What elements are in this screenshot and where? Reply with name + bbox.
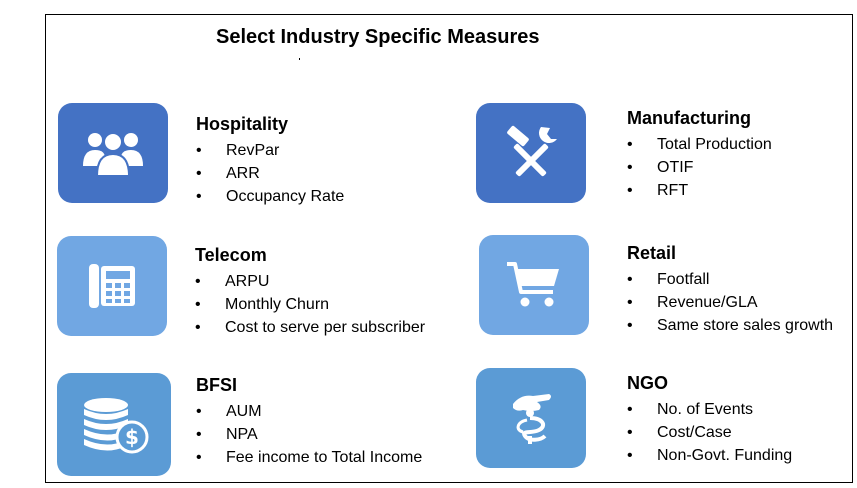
measure-item: Footfall: [627, 268, 833, 291]
bfsi-tile: $: [57, 373, 171, 476]
section-heading: Telecom: [195, 245, 267, 265]
measure-item: RevPar: [196, 139, 344, 162]
measure-item: OTIF: [627, 156, 772, 179]
ngo-tile: [476, 368, 586, 468]
hand-donation-icon: [513, 394, 551, 444]
measure-item: RFT: [627, 179, 772, 202]
hospitality-section: Hospitality RevPar ARR Occupancy Rate: [196, 113, 344, 208]
section-heading: Retail: [627, 243, 677, 263]
content-frame: [45, 14, 853, 483]
retail-section: Retail Footfall Revenue/GLA Same store s…: [627, 242, 833, 337]
measure-item: Same store sales growth: [627, 314, 833, 337]
decorative-tick: [299, 58, 300, 60]
measure-item: AUM: [196, 400, 422, 423]
measure-item: Cost/Case: [627, 421, 792, 444]
bfsi-section: BFSI AUM NPA Fee income to Total Income: [196, 374, 422, 469]
svg-text:$: $: [125, 425, 139, 449]
measure-item: Monthly Churn: [195, 293, 425, 316]
ngo-section: NGO No. of Events Cost/Case Non-Govt. Fu…: [627, 372, 792, 467]
manufacturing-section: Manufacturing Total Production OTIF RFT: [627, 107, 772, 202]
section-heading: Hospitality: [196, 114, 289, 134]
measure-item: ARPU: [195, 270, 425, 293]
measure-item: No. of Events: [627, 398, 792, 421]
manufacturing-tile: [476, 103, 586, 203]
shopping-cart-icon: [507, 262, 559, 307]
measure-item: Fee income to Total Income: [196, 446, 422, 469]
section-heading: BFSI: [196, 375, 238, 395]
page-title: Select Industry Specific Measures: [216, 26, 540, 48]
measure-item: Cost to serve per subscriber: [195, 316, 425, 339]
measure-item: Non-Govt. Funding: [627, 444, 792, 467]
hammer-wrench-icon: [507, 125, 557, 177]
telecom-section: Telecom ARPU Monthly Churn Cost to serve…: [195, 244, 425, 339]
coins-dollar-icon: $: [84, 397, 149, 453]
measure-item: ARR: [196, 162, 344, 185]
telephone-icon: [89, 264, 135, 308]
measure-item: NPA: [196, 423, 422, 446]
section-heading: Manufacturing: [627, 108, 751, 128]
hospitality-tile: [58, 103, 168, 203]
measure-item: Total Production: [627, 133, 772, 156]
measure-item: Occupancy Rate: [196, 185, 344, 208]
retail-tile: [479, 235, 589, 335]
telecom-tile: [57, 236, 167, 336]
measure-item: Revenue/GLA: [627, 291, 833, 314]
section-heading: NGO: [627, 373, 669, 393]
people-group-icon: [83, 132, 143, 177]
